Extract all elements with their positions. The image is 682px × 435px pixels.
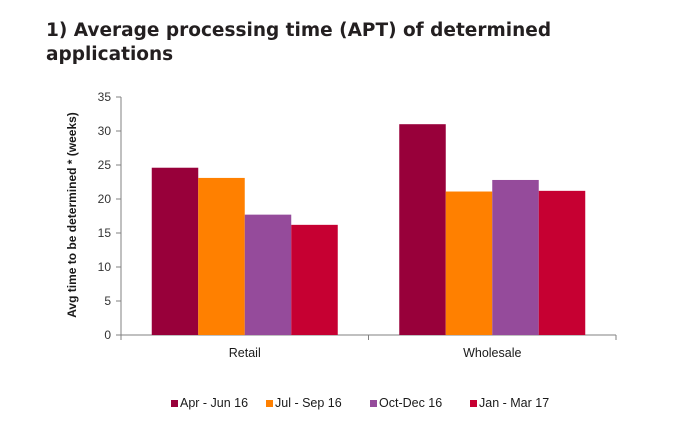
legend-swatch	[266, 400, 273, 407]
y-tick-label: 0	[104, 328, 111, 342]
legend-swatch	[470, 400, 477, 407]
legend: Apr - Jun 16 Jul - Sep 16 Oct-Dec 16 Jan - …	[171, 396, 549, 410]
y-tick-label: 35	[98, 90, 112, 104]
bar	[198, 177, 245, 335]
legend-label: Jul - Sep 16	[275, 396, 342, 410]
bars	[151, 124, 586, 335]
y-tick-label: 20	[98, 192, 112, 206]
bar	[244, 214, 292, 335]
bar	[291, 224, 338, 335]
legend-label: Oct-Dec 16	[379, 396, 442, 410]
bar	[151, 167, 199, 335]
chart-title: 1) Average processing time (APT) of dete…	[46, 20, 552, 65]
y-tick-label: 5	[104, 294, 111, 308]
legend-label: Jan - Mar 17	[479, 396, 549, 410]
y-tick-label: 15	[98, 226, 112, 240]
legend-item: Jan - Mar 17	[470, 396, 549, 410]
legend-item: Oct-Dec 16	[370, 396, 442, 410]
x-axis: Retail Wholesale	[120, 334, 617, 360]
bar	[492, 179, 539, 335]
y-tick-label: 30	[98, 124, 112, 138]
x-category-label: Retail	[229, 346, 261, 360]
x-category-label: Wholesale	[463, 346, 521, 360]
legend-swatch	[370, 400, 377, 407]
bar	[538, 190, 586, 335]
bar	[399, 124, 446, 335]
y-axis: 0 5 10 15 20 25 30 35	[98, 90, 122, 342]
bar	[445, 191, 493, 335]
legend-swatch	[171, 400, 178, 407]
legend-item: Apr - Jun 16	[171, 396, 248, 410]
y-tick-label: 10	[98, 260, 112, 274]
y-tick-label: 25	[98, 158, 112, 172]
legend-item: Jul - Sep 16	[266, 396, 342, 410]
legend-label: Apr - Jun 16	[180, 396, 248, 410]
y-axis-label: Avg time to be determined * (weeks)	[65, 112, 79, 318]
